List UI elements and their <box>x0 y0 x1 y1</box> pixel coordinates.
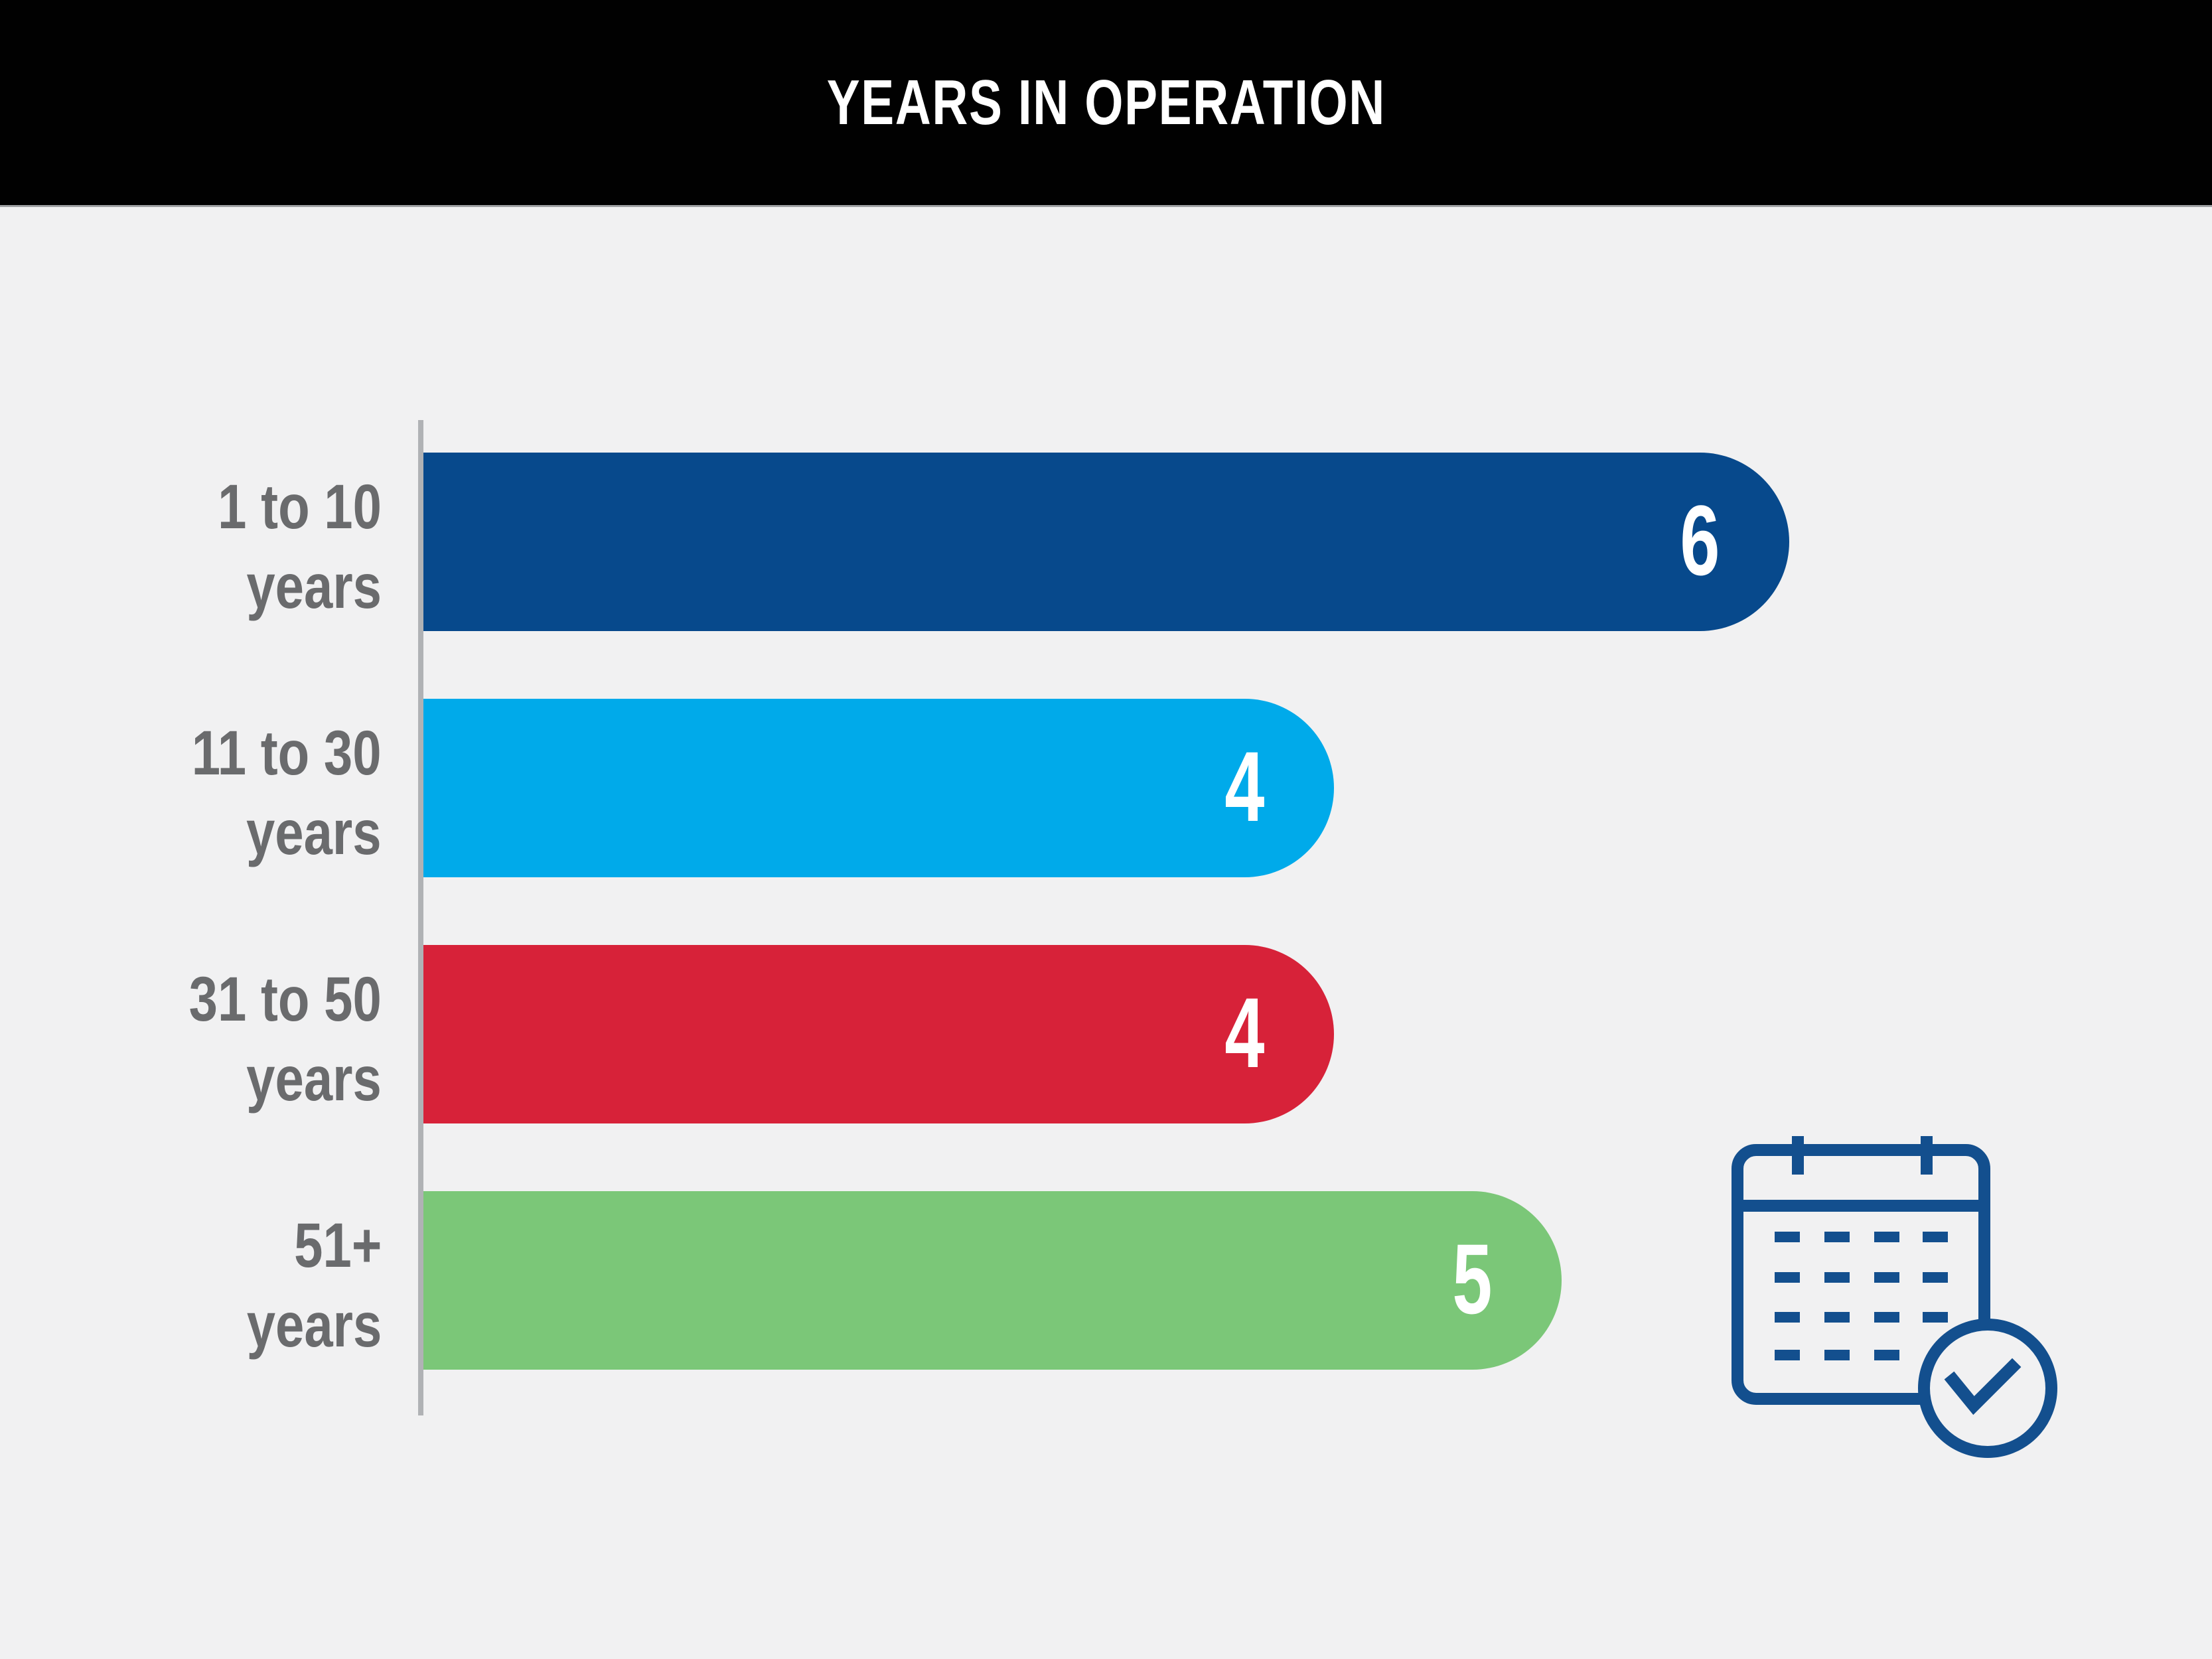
bar-value: 4 <box>1224 976 1264 1088</box>
category-label-line1: 1 to 10 <box>218 471 382 542</box>
bar-1-to-10-years: 6 <box>423 453 1789 631</box>
category-label: 31 to 50 years <box>0 960 382 1119</box>
bar-row: 31 to 50 years 4 <box>0 945 2212 1123</box>
page-title: YEARS IN OPERATION <box>826 66 1386 138</box>
category-label: 51+ years <box>0 1206 382 1365</box>
category-label-line1: 51+ <box>293 1210 382 1281</box>
category-label: 1 to 10 years <box>0 467 382 626</box>
bar-row: 51+ years 5 <box>0 1191 2212 1370</box>
bar-value: 6 <box>1679 484 1720 596</box>
category-label-line2: years <box>246 551 382 622</box>
category-label: 11 to 30 years <box>0 713 382 873</box>
header-band: YEARS IN OPERATION <box>0 0 2212 207</box>
category-label-line1: 31 to 50 <box>188 964 382 1035</box>
bar-value: 4 <box>1224 730 1264 842</box>
category-label-line2: years <box>246 1289 382 1360</box>
check-mark-icon <box>1944 1358 2022 1415</box>
calendar-date-dashes <box>1775 1232 1948 1360</box>
bar-row: 11 to 30 years 4 <box>0 699 2212 877</box>
bar-31-to-50-years: 4 <box>423 945 1334 1123</box>
calendar-body <box>1732 1144 1990 1405</box>
category-label-line1: 11 to 30 <box>192 717 382 788</box>
category-label-line2: years <box>246 1043 382 1114</box>
bar-11-to-30-years: 4 <box>423 699 1334 877</box>
chart-baseline-axis <box>418 420 423 1415</box>
calendar-check-icon <box>1732 1136 2057 1458</box>
bar-51-plus-years: 5 <box>423 1191 1562 1370</box>
bar-value: 5 <box>1451 1222 1492 1334</box>
category-label-line2: years <box>246 797 382 868</box>
bar-row: 1 to 10 years 6 <box>0 453 2212 631</box>
